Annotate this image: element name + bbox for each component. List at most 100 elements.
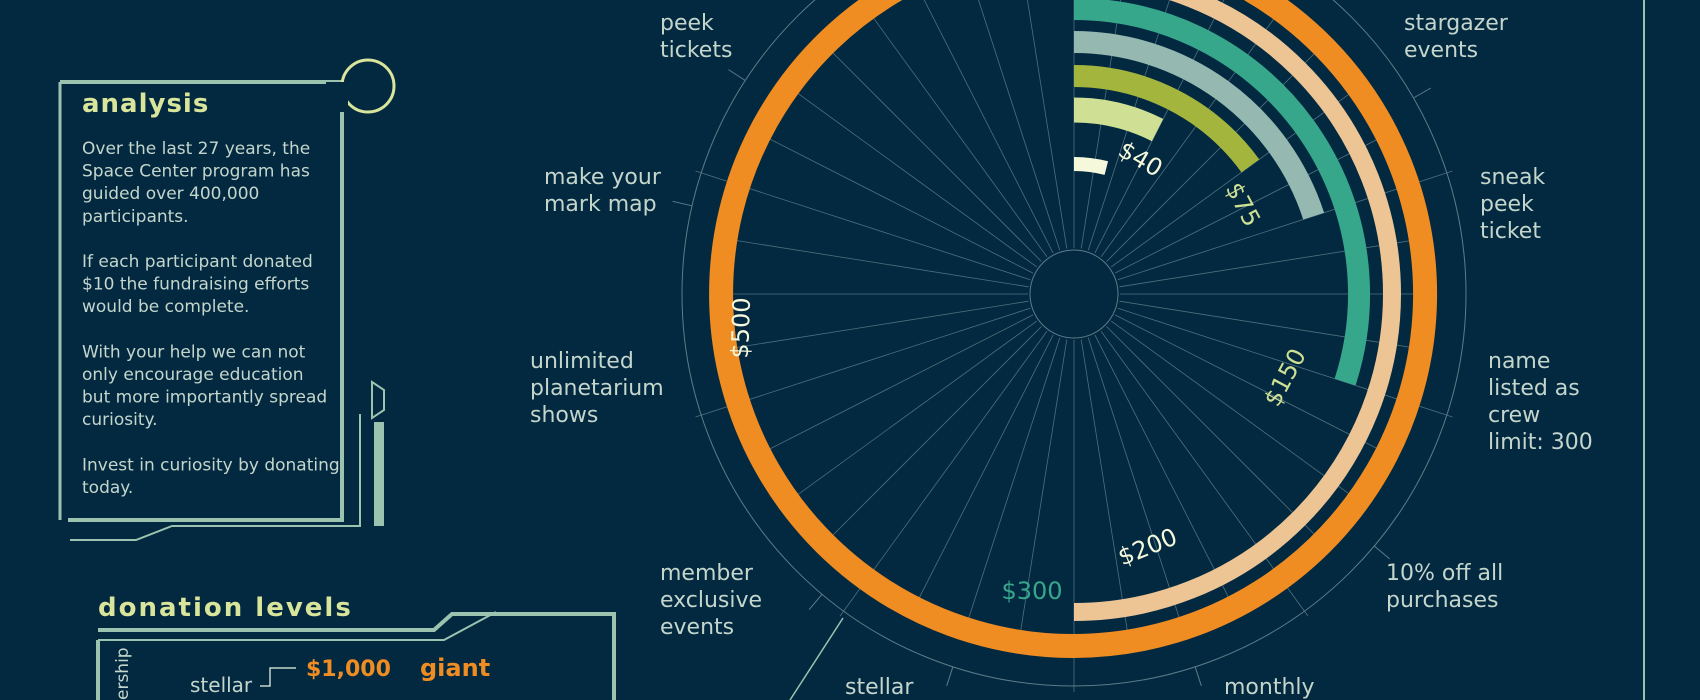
benefit-line: listed as (1488, 376, 1580, 401)
value-label-40: $40 (1114, 136, 1168, 183)
grid-spoke (859, 0, 1048, 258)
benefit-line: sneak (1480, 165, 1545, 190)
leader-tick (672, 200, 693, 207)
radial-bar-200 (1073, 31, 1325, 220)
grid-spoke (1016, 339, 1068, 652)
leader-tick (1413, 87, 1432, 99)
leader-tick (728, 69, 746, 81)
grid-spoke (751, 314, 1034, 459)
panel-bar (374, 422, 384, 526)
donation-amount: $1,000 (306, 657, 391, 682)
grid-spoke (695, 307, 1031, 418)
benefit-line: mark map (544, 192, 657, 217)
radial-bar-1000 (709, 0, 1438, 658)
benefit-5: stellar (845, 675, 914, 700)
analysis-text-line: but more importantly spread (82, 388, 327, 408)
benefit-line: exclusive (660, 588, 762, 613)
analysis-text-line: guided over 400,000 (82, 184, 259, 204)
grid-spoke (909, 334, 1054, 617)
radial-bars (709, 0, 1438, 658)
value-label-300: $300 (1001, 577, 1062, 605)
grid-spoke (923, 0, 1054, 254)
grid-spoke (817, 326, 1042, 551)
donation-connector (260, 667, 296, 687)
benefit-line: unlimited (530, 349, 634, 374)
donation-tier-name: giant (420, 654, 490, 682)
analysis-text-line: today. (82, 478, 133, 498)
grid-spoke (839, 330, 1048, 617)
grid-spoke (716, 300, 1029, 352)
analysis-text-line: If each participant donated (82, 252, 313, 272)
analysis-text-line: Invest in curiosity by donating (82, 455, 340, 475)
benefit-line: stellar (845, 675, 914, 700)
analysis-panel: analysis Over the last 27 years, the Space… (58, 58, 396, 541)
analysis-text-line: would be complete. (82, 297, 249, 317)
grid-spoke (817, 37, 1042, 262)
benefit-line: member (660, 561, 754, 586)
grid-spoke (780, 320, 1038, 508)
benefit-4: monthly (1224, 675, 1315, 700)
benefit-line: events (660, 615, 734, 640)
donation-frame (98, 612, 616, 700)
benefit-line: planetarium (530, 376, 664, 401)
radial-bar-300 (1073, 0, 1370, 386)
grid-spoke (780, 80, 1038, 268)
analysis-text-line: With your help we can not (82, 342, 306, 362)
grid-spoke (1100, 330, 1309, 617)
benefit-line: stargazer (1404, 11, 1509, 36)
radial-bar-75 (1073, 97, 1164, 142)
donation-levels-panel: donation levels ership stellar $1,000 giant (96, 593, 616, 700)
analysis-text-line: Space Center program has (82, 162, 310, 182)
benefit-line: ticket (1480, 219, 1541, 244)
donation-group-label: stellar (190, 673, 253, 697)
analysis-text-line: $10 the fundraising efforts (82, 275, 309, 295)
grid-spoke (1080, 0, 1121, 249)
grid-spoke (961, 337, 1061, 639)
benefit-line: shows (530, 403, 598, 428)
value-label-75: $75 (1220, 178, 1266, 232)
grid-spoke (751, 129, 1034, 274)
value-label-500: $500 (726, 297, 756, 359)
radial-bar-40 (1073, 156, 1109, 175)
value-label-150: $150 (1258, 344, 1311, 411)
panel-frame-outer (70, 414, 361, 541)
analysis-text-line: only encourage education (82, 365, 304, 385)
leader-tick (1194, 666, 1202, 686)
inner-hub (1029, 249, 1119, 339)
leader-line (789, 617, 844, 700)
grid-spoke (695, 170, 1031, 281)
leader-tick (1373, 545, 1390, 560)
benefit-line: 10% off all (1386, 561, 1503, 586)
leader-tick (808, 593, 823, 610)
grid-spoke (1087, 0, 1170, 251)
benefit-line: name (1488, 349, 1550, 374)
benefit-line: peek (1480, 192, 1534, 217)
analysis-text-line: Over the last 27 years, the (82, 139, 310, 159)
panel-ring (340, 58, 396, 114)
donation-frame-inner (98, 611, 497, 641)
benefit-line: peek (660, 11, 714, 36)
benefit-line: purchases (1386, 588, 1498, 613)
analysis-text-line: participants. (82, 207, 189, 227)
value-label-200: $200 (1114, 523, 1181, 572)
analysis-title: analysis (82, 89, 209, 119)
benefit-line: crew (1488, 403, 1540, 428)
benefit-line: limit: 300 (1488, 430, 1593, 455)
analysis-text-line: curiosity. (82, 410, 158, 430)
grid-spoke (716, 236, 1029, 288)
donation-levels-title: donation levels (98, 593, 353, 623)
leader-tick (946, 666, 954, 686)
radial-bar-150 (1073, 65, 1260, 173)
radial-bar-500 (1073, 0, 1401, 621)
panel-frame (60, 80, 344, 522)
